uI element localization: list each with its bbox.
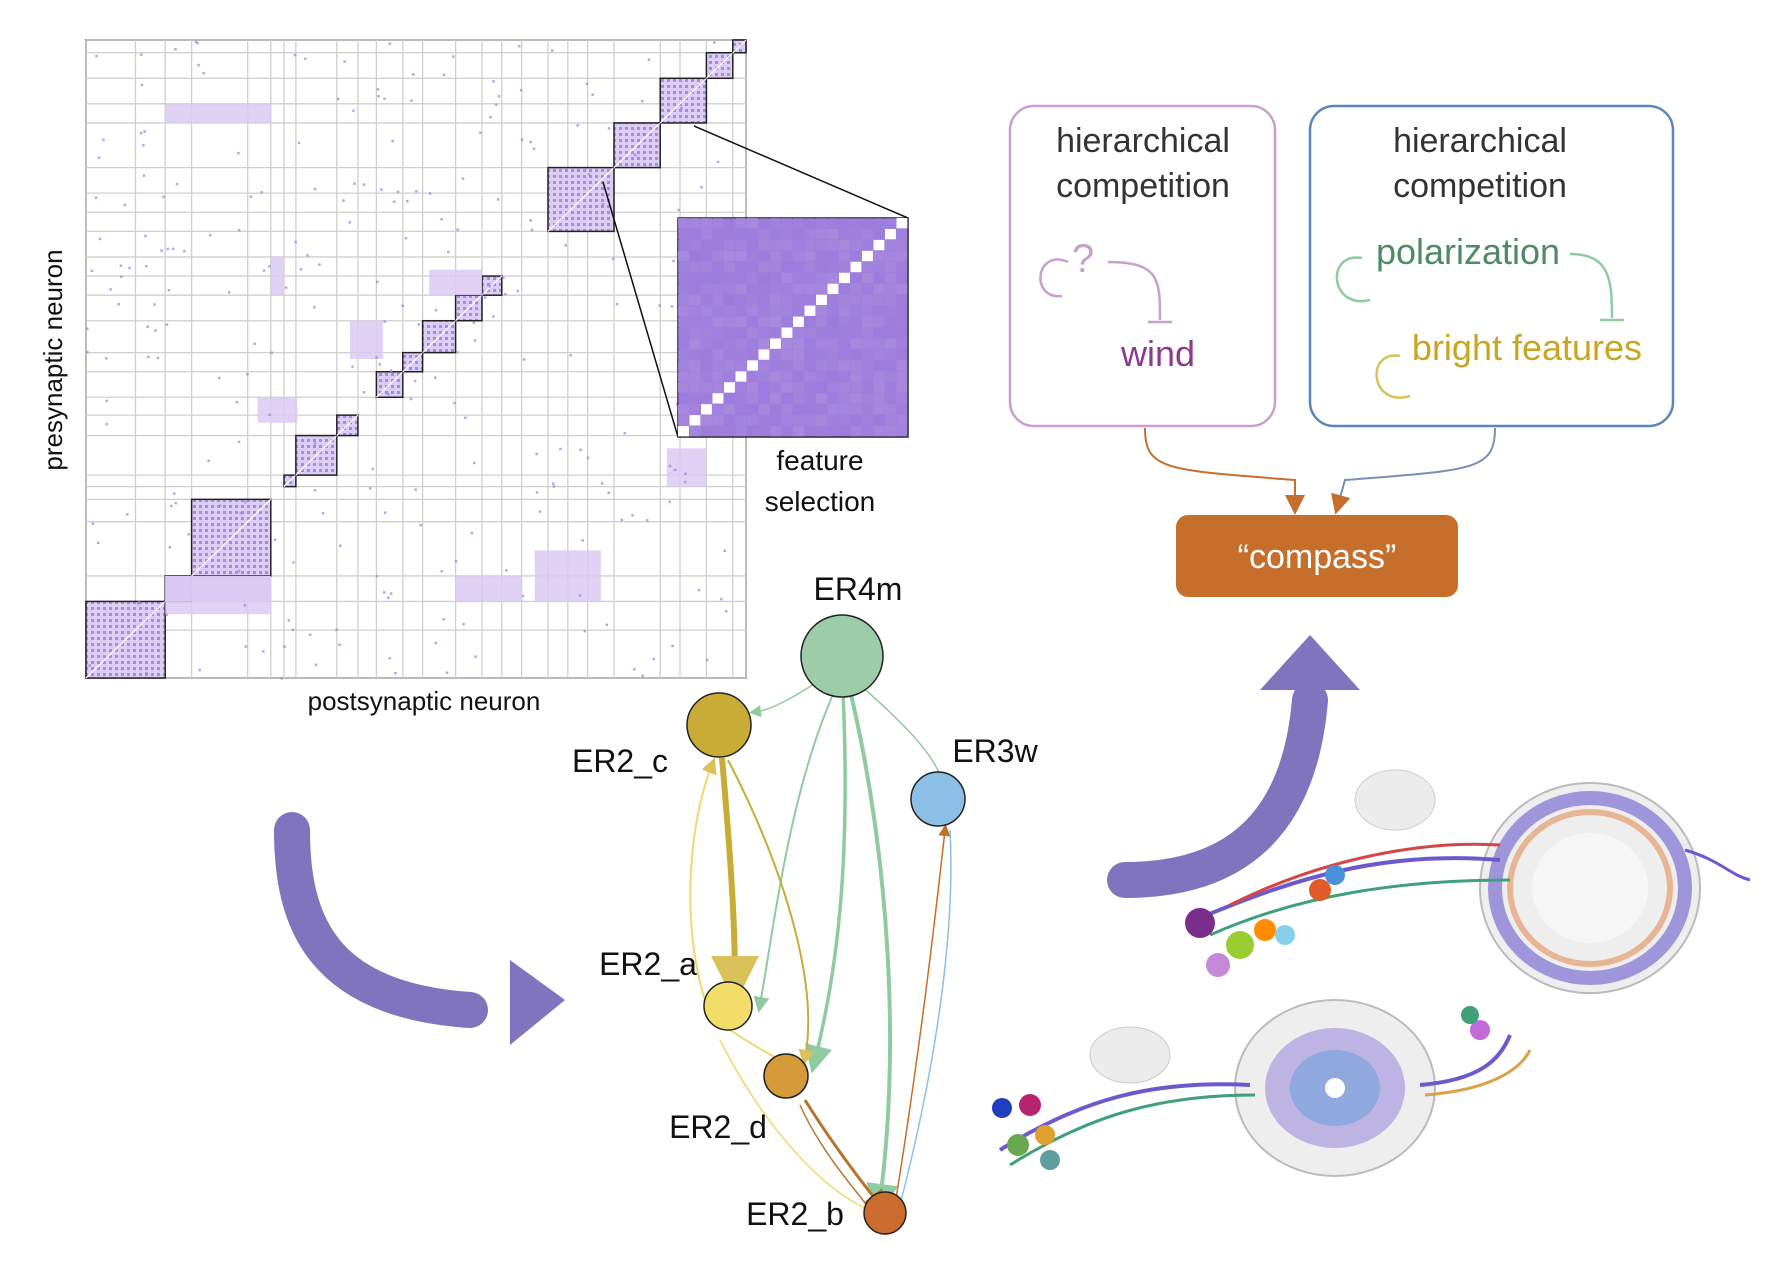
box-left-title-2: competition: [1056, 167, 1230, 205]
graph-edges: [689, 679, 952, 1216]
zoom-inset: [602, 125, 909, 438]
compass-label: “compass”: [1238, 538, 1397, 576]
connector-left: [1144, 427, 1305, 515]
box-left-title-1: hierarchical: [1056, 122, 1230, 160]
node-ER2_d: [763, 1053, 809, 1099]
arrow-graph-to-compass: [1107, 682, 1328, 898]
polarization-label: polarization: [1376, 231, 1560, 272]
label-ER2_b: ER2_b: [746, 1196, 844, 1232]
neuron-rendering-bottom: [992, 999, 1532, 1177]
node-ER3w: [910, 771, 966, 827]
arrow-graph-to-compass-head: [1260, 635, 1360, 690]
matrix-scatter: [86, 40, 731, 680]
connector-right: [1331, 427, 1496, 515]
y-axis-label: presynaptic neuron: [38, 249, 68, 470]
box-right-title-2: competition: [1393, 167, 1567, 205]
label-ER2_d: ER2_d: [669, 1109, 767, 1145]
label-ER2_c: ER2_c: [572, 743, 668, 779]
label-ER4m: ER4m: [814, 571, 903, 607]
arrow-matrix-to-graph: [274, 812, 488, 1028]
matrix-diagonal-blocks: [85, 39, 747, 679]
connectivity-matrix: [85, 39, 747, 680]
zoom-label-selection: selection: [765, 486, 876, 517]
node-ER2_c: [686, 692, 752, 758]
node-ER4m: [800, 614, 884, 698]
label-ER2_a: ER2_a: [599, 946, 697, 982]
node-ER2_b: [863, 1191, 907, 1235]
graph-node-labels: ER4m ER2_c ER3w ER2_a ER2_d ER2_b: [572, 571, 1039, 1232]
node-ER2_a: [703, 981, 753, 1031]
unknown-self-symbol: ?: [1072, 237, 1094, 281]
graph-nodes: [686, 614, 966, 1235]
box-left: hierarchical competition ? wind: [1008, 104, 1277, 428]
arrow-matrix-to-graph-head: [510, 960, 565, 1045]
bright-features-label: bright features: [1412, 327, 1642, 368]
x-axis-label: postsynaptic neuron: [308, 686, 541, 716]
neuron-rendering-top: [1185, 769, 1751, 994]
zoom-label-feature: feature: [776, 445, 863, 476]
box-right-title-1: hierarchical: [1393, 122, 1567, 160]
box-right: hierarchical competition polarization br…: [1308, 104, 1675, 428]
matrix-offdiagonal-blocks: [165, 103, 707, 615]
compass-box: “compass”: [1176, 515, 1458, 597]
label-ER3w: ER3w: [952, 733, 1038, 769]
wind-label: wind: [1120, 333, 1195, 374]
